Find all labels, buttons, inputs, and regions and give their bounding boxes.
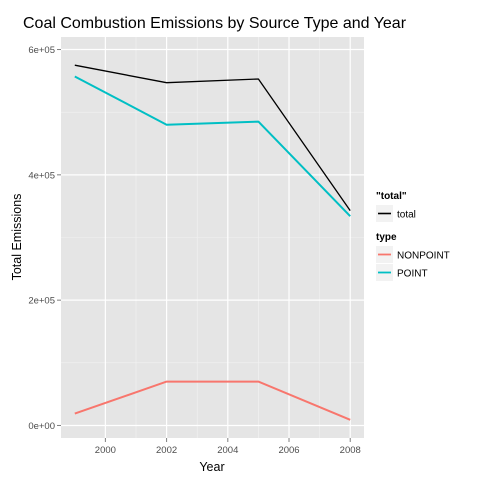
legend-title: "total" [376,191,407,202]
x-axis: 2000 2002 2004 2006 2008 [95,438,361,456]
y-tick-label: 2e+05 [28,296,55,307]
chart-title: Coal Combustion Emissions by Source Type… [23,15,407,32]
grid-major [61,37,364,438]
y-axis: 0e+00 2e+05 4e+05 6e+05 [28,45,61,432]
y-tick-label: 4e+05 [28,170,55,181]
legend-label: total [397,210,416,221]
series-line-total [74,64,351,211]
x-tick-label: 2006 [278,445,299,456]
series-line-nonpoint [74,380,351,421]
x-tick-label: 2000 [95,445,116,456]
x-tick-label: 2008 [340,445,361,456]
legend-label: NONPOINT [397,251,450,262]
x-tick-label: 2002 [156,445,177,456]
series-lines [74,64,351,421]
y-tick-label: 6e+05 [28,45,55,56]
x-tick-label: 2004 [217,445,238,456]
legend-label: POINT [397,269,428,280]
series-line-point [74,75,351,217]
legend-title: type [376,232,397,243]
grid-minor [61,37,364,438]
x-axis-title: Year [199,460,224,474]
y-axis-title: Total Emissions [10,194,24,281]
y-tick-label: 0e+00 [28,421,55,432]
